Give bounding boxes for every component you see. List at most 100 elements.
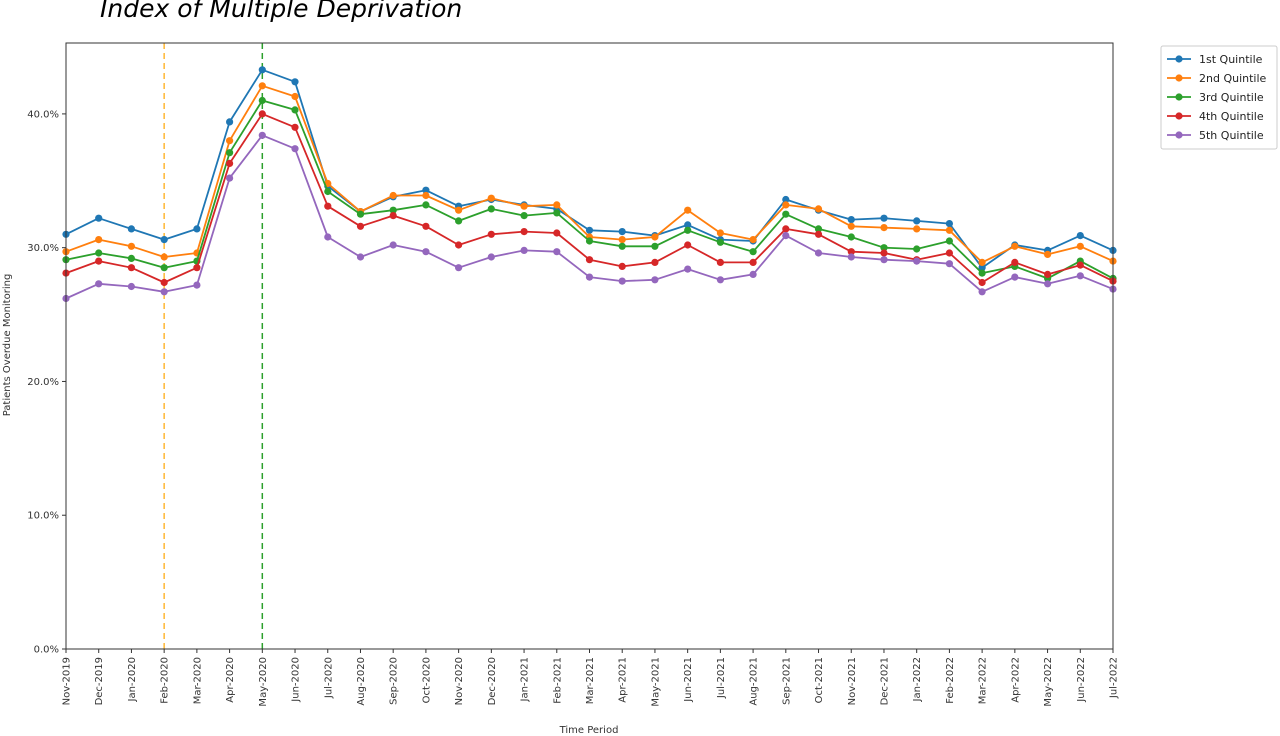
y-axis: 0.0% 10.0% 20.0% 30.0% 40.0% (27, 109, 66, 656)
data-point (291, 106, 299, 114)
y-tick-label: 10.0% (27, 511, 59, 522)
legend-label: 4th Quintile (1199, 110, 1264, 123)
data-point (880, 249, 888, 257)
data-point (127, 225, 135, 233)
x-tick-label: Feb-2022 (945, 657, 956, 704)
data-point (291, 78, 299, 86)
y-tick-label: 30.0% (27, 243, 59, 254)
x-tick-label: Sep-2020 (389, 657, 400, 705)
data-point (291, 123, 299, 131)
data-point (749, 248, 757, 256)
x-tick-label: Jan-2022 (912, 657, 923, 702)
data-point (520, 246, 528, 254)
data-point (291, 145, 299, 153)
data-point (945, 226, 954, 234)
x-tick-label: Feb-2020 (160, 657, 171, 704)
data-point (455, 264, 463, 272)
data-point (127, 264, 135, 272)
data-point (651, 242, 659, 250)
data-point (782, 201, 790, 209)
data-point (847, 253, 855, 261)
data-point (95, 214, 103, 222)
x-tick-label: Dec-2021 (879, 657, 890, 705)
data-point (1044, 280, 1052, 288)
data-point (814, 225, 823, 233)
data-point (160, 264, 168, 272)
x-tick-label: Jan-2020 (127, 657, 138, 702)
legend-item: 4th Quintile (1167, 110, 1264, 123)
data-point (978, 264, 986, 272)
data-point (782, 232, 790, 240)
data-point (847, 222, 855, 230)
data-point (258, 131, 266, 139)
data-point (160, 236, 168, 244)
x-tick-label: May-2022 (1043, 657, 1054, 707)
x-tick-label: Dec-2020 (487, 657, 498, 705)
data-point (913, 217, 921, 225)
data-point (978, 269, 986, 277)
data-point (356, 222, 365, 230)
data-point (160, 278, 168, 287)
data-point (258, 82, 266, 90)
data-point (978, 288, 986, 296)
data-point (684, 226, 692, 234)
data-point (749, 270, 757, 278)
data-point (226, 149, 234, 157)
x-tick-label: Jun-2022 (1076, 657, 1087, 703)
x-tick-label: Nov-2019 (62, 657, 73, 705)
x-tick-label: Jul-2020 (323, 657, 334, 699)
series-2 (62, 82, 1117, 266)
series-3 (62, 96, 1117, 282)
legend-label: 1st Quintile (1199, 53, 1263, 66)
data-point (193, 225, 201, 233)
x-tick-label: Oct-2020 (421, 657, 432, 703)
data-point (193, 281, 201, 289)
x-tick-label: May-2020 (258, 657, 269, 707)
data-point (520, 212, 528, 220)
data-point (487, 230, 495, 238)
data-point (585, 226, 594, 234)
data-point (389, 241, 397, 249)
data-point (226, 137, 234, 145)
x-tick-label: Apr-2022 (1010, 657, 1021, 703)
y-tick-label: 40.0% (27, 109, 59, 120)
data-point (684, 241, 692, 249)
data-point (258, 96, 266, 105)
x-tick-label: Apr-2020 (225, 657, 236, 703)
data-point (487, 205, 495, 213)
data-point (716, 238, 725, 246)
legend-label: 3rd Quintile (1199, 91, 1264, 104)
legend-swatch-marker (1175, 74, 1183, 82)
data-point (618, 236, 626, 244)
data-point (913, 257, 921, 265)
data-point (618, 262, 626, 270)
data-point (127, 254, 135, 262)
data-point (422, 186, 430, 194)
data-point (455, 206, 463, 214)
data-point (553, 209, 561, 217)
x-tick-label: Nov-2021 (847, 657, 858, 705)
data-point (226, 159, 234, 167)
data-point (880, 244, 888, 252)
x-tick-label: Oct-2021 (814, 657, 825, 703)
data-point (356, 253, 365, 261)
x-tick-label: Aug-2020 (356, 657, 367, 706)
data-point (913, 245, 921, 253)
data-point (945, 260, 954, 268)
x-tick-label: Nov-2020 (454, 657, 465, 705)
data-point (553, 248, 561, 256)
x-axis-label: Time Period (559, 725, 619, 736)
data-point (847, 248, 855, 256)
data-point (749, 236, 757, 244)
data-point (585, 256, 594, 264)
data-point (880, 256, 888, 264)
data-point (324, 233, 332, 241)
data-point (814, 205, 823, 213)
data-point (389, 191, 397, 200)
data-point (389, 212, 397, 220)
legend-swatch-marker (1175, 112, 1183, 120)
data-point (618, 228, 626, 236)
data-point (520, 202, 528, 210)
data-point (422, 222, 430, 230)
data-point (1011, 242, 1019, 250)
